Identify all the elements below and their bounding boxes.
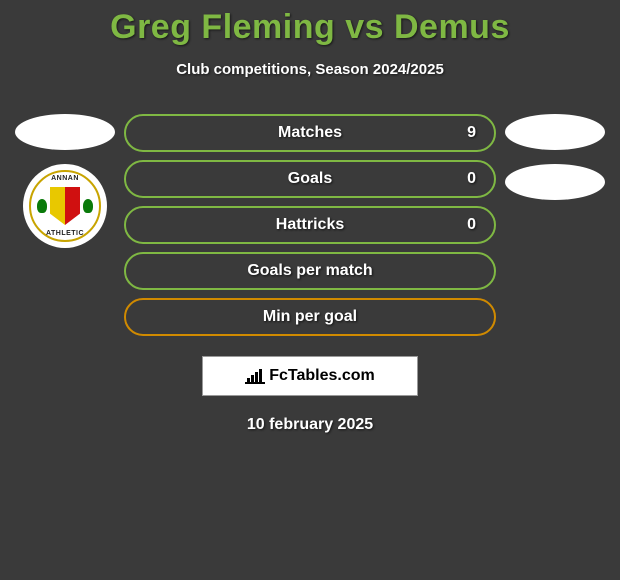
- thistle-icon: [83, 199, 93, 213]
- shield-icon: [50, 187, 80, 225]
- stat-right-value: 0: [456, 170, 476, 188]
- page-title: Greg Fleming vs Demus: [0, 8, 620, 47]
- stats-column: Matches 9 Goals 0 Hattricks 0 Goals per …: [120, 114, 500, 344]
- stat-label: Goals: [288, 170, 332, 188]
- chart-icon: [245, 368, 265, 384]
- badge-top-text: ANNAN: [51, 175, 79, 182]
- date-text: 10 february 2025: [0, 416, 620, 434]
- right-player-avatar: [505, 114, 605, 150]
- thistle-icon: [37, 199, 47, 213]
- left-player-avatar: [15, 114, 115, 150]
- stat-right-value: 9: [456, 124, 476, 142]
- left-player-col: ANNAN ATHLETIC: [10, 114, 120, 248]
- stat-row-goals-per-match: Goals per match: [124, 252, 496, 290]
- stat-right-value: 0: [456, 216, 476, 234]
- stat-row-goals: Goals 0: [124, 160, 496, 198]
- stat-label: Min per goal: [263, 308, 357, 326]
- stat-row-matches: Matches 9: [124, 114, 496, 152]
- brand-text: FcTables.com: [269, 367, 375, 385]
- right-player-col: [500, 114, 610, 214]
- badge-inner: ANNAN ATHLETIC: [29, 170, 101, 242]
- subtitle: Club competitions, Season 2024/2025: [0, 61, 620, 78]
- stat-label: Hattricks: [276, 216, 344, 234]
- brand-box[interactable]: FcTables.com: [202, 356, 418, 396]
- stat-label: Goals per match: [247, 262, 372, 280]
- stat-row-hattricks: Hattricks 0: [124, 206, 496, 244]
- stat-label: Matches: [278, 124, 342, 142]
- stat-row-min-per-goal: Min per goal: [124, 298, 496, 336]
- left-team-badge: ANNAN ATHLETIC: [23, 164, 107, 248]
- stats-widget: Greg Fleming vs Demus Club competitions,…: [0, 0, 620, 434]
- right-team-badge-placeholder: [505, 164, 605, 200]
- content-row: ANNAN ATHLETIC Matches 9 Goals 0: [0, 114, 620, 344]
- badge-bottom-text: ATHLETIC: [46, 230, 84, 237]
